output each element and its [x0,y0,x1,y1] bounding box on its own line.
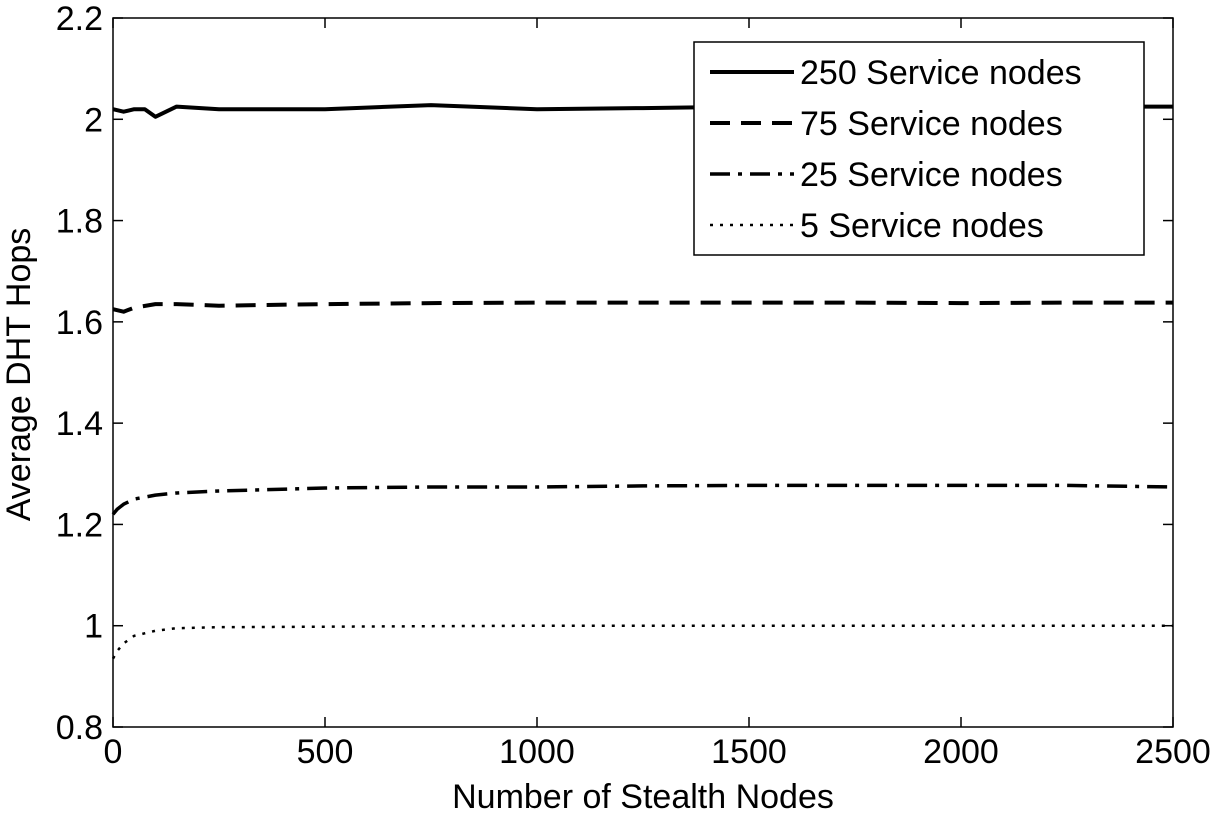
y-tick-label: 2.2 [56,0,103,38]
axes-box [112,17,1174,728]
x-tick-label: 1000 [499,733,575,771]
legend-label: 25 Service nodes [800,156,1063,194]
legend-label: 5 Service nodes [800,207,1044,245]
y-tick-label: 1.6 [56,304,103,342]
legend-label: 75 Service nodes [800,105,1063,143]
x-tick-label: 2000 [923,733,999,771]
y-tick-label: 0.8 [56,709,103,747]
legend-box [693,41,1145,256]
y-tick-label: 1 [84,608,103,646]
legend: 250 Service nodes 75 Service nodes 25 Serv… [693,41,1145,256]
y-axis-title: Average DHT Hops [0,228,38,522]
y-tick-label: 1.2 [56,506,103,544]
x-tick-label: 2500 [1135,733,1211,771]
x-tick-label: 1500 [711,733,787,771]
y-tick-label: 2 [84,101,103,139]
y-tick-label: 1.4 [56,405,103,443]
legend-label: 250 Service nodes [800,54,1082,92]
x-tick-label: 0 [104,733,123,771]
series-line-2 [112,300,1173,314]
x-tick-label: 500 [297,733,354,771]
series-line-3 [111,483,1174,516]
y-tick-label: 1.8 [56,203,103,241]
x-axis-title: Number of Stealth Nodes [452,778,834,813]
